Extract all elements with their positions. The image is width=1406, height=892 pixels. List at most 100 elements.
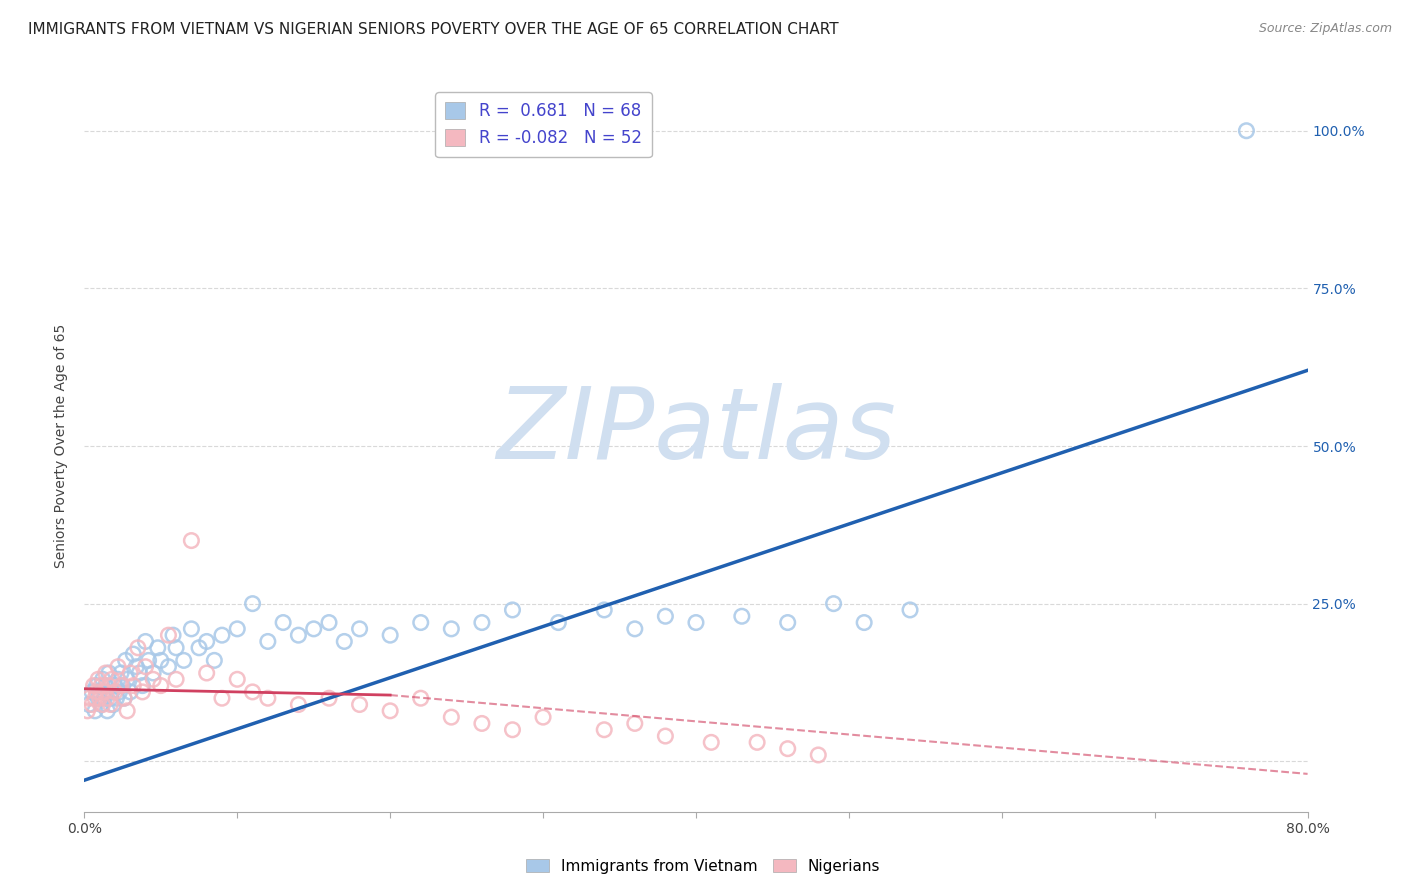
Point	[120, 665, 142, 680]
Point	[157, 659, 180, 673]
Point	[87, 691, 110, 706]
Point	[127, 640, 149, 655]
Point	[93, 691, 115, 706]
Point	[94, 665, 117, 680]
Point	[97, 665, 120, 680]
Point	[89, 691, 111, 706]
Point	[103, 698, 125, 712]
Y-axis label: Seniors Poverty Over the Age of 65: Seniors Poverty Over the Age of 65	[55, 324, 69, 568]
Point	[776, 741, 799, 756]
Point	[122, 647, 145, 661]
Point	[853, 615, 876, 630]
Point	[440, 622, 463, 636]
Point	[135, 634, 157, 648]
Point	[180, 533, 202, 548]
Point	[333, 634, 356, 648]
Point	[128, 665, 150, 680]
Point	[120, 685, 142, 699]
Point	[142, 673, 165, 687]
Point	[531, 710, 554, 724]
Point	[257, 634, 280, 648]
Point	[91, 698, 114, 712]
Point	[125, 659, 148, 673]
Point	[440, 710, 463, 724]
Point	[105, 691, 128, 706]
Point	[226, 673, 249, 687]
Point	[101, 673, 124, 687]
Text: IMMIGRANTS FROM VIETNAM VS NIGERIAN SENIORS POVERTY OVER THE AGE OF 65 CORRELATI: IMMIGRANTS FROM VIETNAM VS NIGERIAN SENI…	[28, 22, 839, 37]
Point	[80, 685, 103, 699]
Point	[409, 615, 432, 630]
Point	[90, 698, 112, 712]
Point	[87, 673, 110, 687]
Point	[380, 628, 402, 642]
Point	[898, 603, 921, 617]
Point	[257, 691, 280, 706]
Text: ZIPatlas: ZIPatlas	[496, 383, 896, 480]
Point	[318, 615, 340, 630]
Point	[195, 634, 218, 648]
Point	[807, 747, 830, 762]
Point	[76, 704, 98, 718]
Point	[776, 615, 799, 630]
Point	[547, 615, 569, 630]
Point	[593, 723, 616, 737]
Point	[287, 628, 309, 642]
Point	[112, 691, 135, 706]
Point	[654, 729, 676, 743]
Point	[108, 685, 131, 699]
Point	[96, 691, 118, 706]
Point	[131, 685, 153, 699]
Point	[104, 679, 127, 693]
Point	[593, 603, 616, 617]
Legend: Immigrants from Vietnam, Nigerians: Immigrants from Vietnam, Nigerians	[520, 853, 886, 880]
Point	[624, 716, 647, 731]
Point	[188, 640, 211, 655]
Point	[110, 665, 132, 680]
Point	[502, 603, 524, 617]
Point	[165, 640, 187, 655]
Point	[731, 609, 754, 624]
Point	[142, 665, 165, 680]
Point	[96, 704, 118, 718]
Point	[302, 622, 325, 636]
Point	[86, 685, 108, 699]
Point	[211, 691, 233, 706]
Point	[409, 691, 432, 706]
Text: Source: ZipAtlas.com: Source: ZipAtlas.com	[1258, 22, 1392, 36]
Point	[138, 653, 160, 667]
Point	[89, 685, 111, 699]
Point	[823, 597, 845, 611]
Point	[202, 653, 225, 667]
Point	[135, 659, 157, 673]
Point	[173, 653, 195, 667]
Point	[211, 628, 233, 642]
Point	[112, 691, 135, 706]
Point	[77, 698, 100, 712]
Point	[149, 653, 172, 667]
Point	[115, 704, 138, 718]
Point	[86, 679, 108, 693]
Point	[226, 622, 249, 636]
Point	[318, 691, 340, 706]
Point	[349, 698, 371, 712]
Point	[624, 622, 647, 636]
Point	[700, 735, 723, 749]
Point	[654, 609, 676, 624]
Point	[114, 653, 136, 667]
Point	[1236, 124, 1258, 138]
Point	[122, 679, 145, 693]
Point	[747, 735, 769, 749]
Point	[146, 640, 169, 655]
Point	[271, 615, 294, 630]
Point	[107, 659, 129, 673]
Point	[84, 704, 107, 718]
Point	[107, 673, 129, 687]
Point	[157, 628, 180, 642]
Point	[195, 665, 218, 680]
Point	[131, 679, 153, 693]
Point	[110, 679, 132, 693]
Point	[84, 691, 107, 706]
Point	[90, 679, 112, 693]
Point	[685, 615, 707, 630]
